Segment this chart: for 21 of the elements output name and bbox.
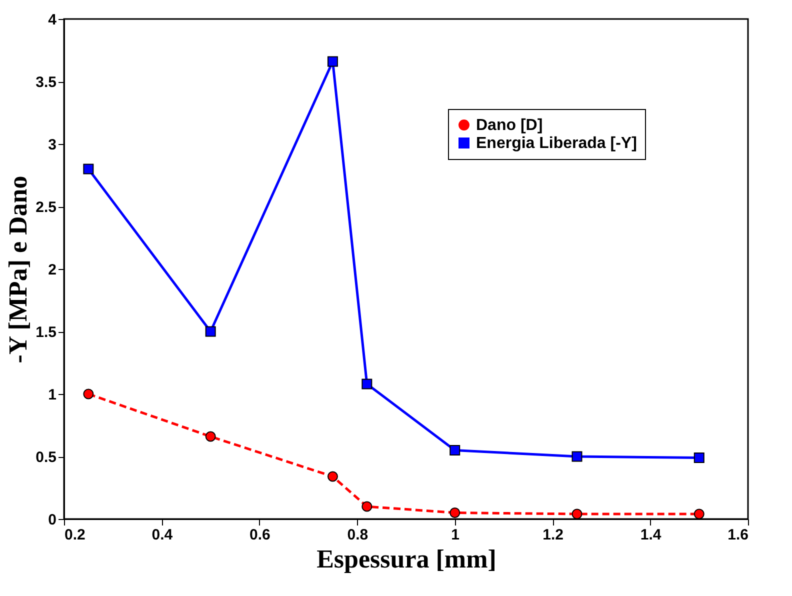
x-tick-label: 1 <box>451 526 460 544</box>
legend-label: Energia Liberada [-Y] <box>476 135 637 152</box>
y-tick-label: 2.5 <box>36 199 56 216</box>
x-tick-label: 1.6 <box>728 526 748 544</box>
y-tick-label: 0 <box>48 512 56 528</box>
y-tick-label: 0.5 <box>36 449 56 466</box>
y-tick-label: 3.5 <box>36 74 56 91</box>
x-tick-label: 1.2 <box>542 526 564 544</box>
y-tick-label: 1 <box>48 386 56 404</box>
x-axis-title: Espessura [mm] <box>316 544 496 574</box>
y-tick-label: 3 <box>48 136 56 154</box>
x-tick-label: 0.6 <box>250 526 270 544</box>
y-tick-label: 4 <box>48 12 58 28</box>
y-tick-label: 2 <box>48 262 56 278</box>
legend-label: Dano [D] <box>476 117 543 134</box>
x-tick-label: 0.4 <box>152 526 174 544</box>
y-axis-title: -Y [MPa] e Dano <box>4 176 33 364</box>
x-tick-label: 1.4 <box>640 526 662 544</box>
x-tick-label: 0.8 <box>347 526 368 544</box>
y-tick-label: 1.5 <box>36 324 56 341</box>
x-tick-label: 0.2 <box>64 526 86 544</box>
